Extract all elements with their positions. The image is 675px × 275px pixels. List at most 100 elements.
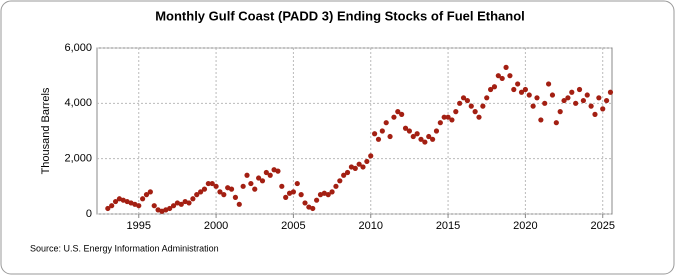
data-point xyxy=(391,114,397,120)
data-point xyxy=(487,86,494,93)
data-point xyxy=(167,205,173,212)
data-point xyxy=(573,100,579,106)
data-point xyxy=(151,203,157,209)
data-point xyxy=(542,100,548,106)
data-point xyxy=(279,183,285,189)
data-point xyxy=(584,92,590,98)
data-point xyxy=(472,109,478,115)
data-point xyxy=(441,114,447,120)
data-point xyxy=(460,95,467,101)
data-point xyxy=(143,192,150,198)
data-point xyxy=(205,180,211,187)
data-point xyxy=(476,114,482,120)
data-point xyxy=(468,103,474,109)
data-point xyxy=(209,180,215,187)
data-point xyxy=(140,196,146,202)
data-point xyxy=(603,97,610,104)
data-point xyxy=(198,189,204,195)
data-point xyxy=(178,201,184,207)
data-point xyxy=(112,198,119,205)
data-point xyxy=(248,180,254,187)
data-point xyxy=(507,73,513,79)
data-point xyxy=(275,168,281,174)
data-point xyxy=(194,192,200,198)
data-point xyxy=(263,169,269,176)
data-point xyxy=(530,103,536,109)
data-point xyxy=(314,197,320,203)
data-point xyxy=(310,205,316,212)
data-point xyxy=(518,89,525,95)
data-point xyxy=(592,111,598,117)
x-tick-label: 2010 xyxy=(358,220,382,232)
x-tick-label: 1995 xyxy=(127,220,151,232)
data-point xyxy=(240,183,246,189)
data-point xyxy=(549,92,556,98)
data-point xyxy=(511,86,517,93)
data-point xyxy=(588,103,594,109)
y-tick-label: 2,000 xyxy=(64,153,92,165)
data-point xyxy=(379,128,385,134)
data-point xyxy=(383,120,389,126)
data-point xyxy=(283,194,289,200)
data-point xyxy=(360,164,366,170)
data-point xyxy=(449,117,455,123)
data-point xyxy=(217,189,223,195)
chart-title: Monthly Gulf Coast (PADD 3) Ending Stock… xyxy=(155,8,525,23)
data-point xyxy=(105,205,111,212)
data-point xyxy=(170,203,177,209)
data-point xyxy=(337,178,343,184)
data-point xyxy=(410,133,416,140)
data-point xyxy=(186,200,192,206)
data-point xyxy=(352,165,358,171)
data-point xyxy=(545,81,552,87)
data-point xyxy=(499,75,505,82)
data-point xyxy=(600,106,606,112)
data-point xyxy=(553,120,559,126)
data-point xyxy=(433,128,440,134)
data-point xyxy=(607,89,614,95)
data-point xyxy=(213,183,219,189)
data-point xyxy=(406,128,413,134)
data-point xyxy=(190,196,196,202)
data-point xyxy=(375,136,382,142)
x-tick-label: 2025 xyxy=(590,220,614,232)
data-point xyxy=(341,172,347,178)
data-point xyxy=(399,111,405,117)
data-point xyxy=(515,81,521,87)
data-point xyxy=(109,203,115,209)
data-point xyxy=(418,136,424,142)
data-point xyxy=(201,186,208,192)
data-point xyxy=(414,131,420,137)
data-point xyxy=(580,97,586,104)
data-point xyxy=(495,73,501,79)
data-point xyxy=(557,109,563,115)
data-point xyxy=(453,109,459,115)
y-tick-label: 6,000 xyxy=(64,42,92,54)
data-point xyxy=(464,97,470,104)
data-point xyxy=(480,103,486,109)
data-point xyxy=(259,178,266,184)
data-point xyxy=(534,95,540,101)
data-point xyxy=(402,125,409,131)
data-point xyxy=(526,92,532,98)
data-point xyxy=(333,183,339,189)
data-point xyxy=(426,133,432,140)
data-point xyxy=(561,97,567,104)
x-tick-label: 2000 xyxy=(204,220,228,232)
data-point xyxy=(445,114,451,120)
data-point xyxy=(522,86,528,93)
data-point xyxy=(256,175,262,181)
data-point xyxy=(344,169,351,176)
data-point xyxy=(147,189,153,195)
data-point xyxy=(364,158,370,165)
data-point xyxy=(356,161,362,167)
data-point xyxy=(368,153,374,159)
data-point xyxy=(252,186,258,192)
data-point xyxy=(430,136,436,142)
data-point xyxy=(395,109,401,115)
source: Source: U.S. Energy Information Administ… xyxy=(30,243,219,253)
data-point xyxy=(422,139,428,145)
data-point xyxy=(290,189,297,195)
data-point xyxy=(457,100,463,106)
